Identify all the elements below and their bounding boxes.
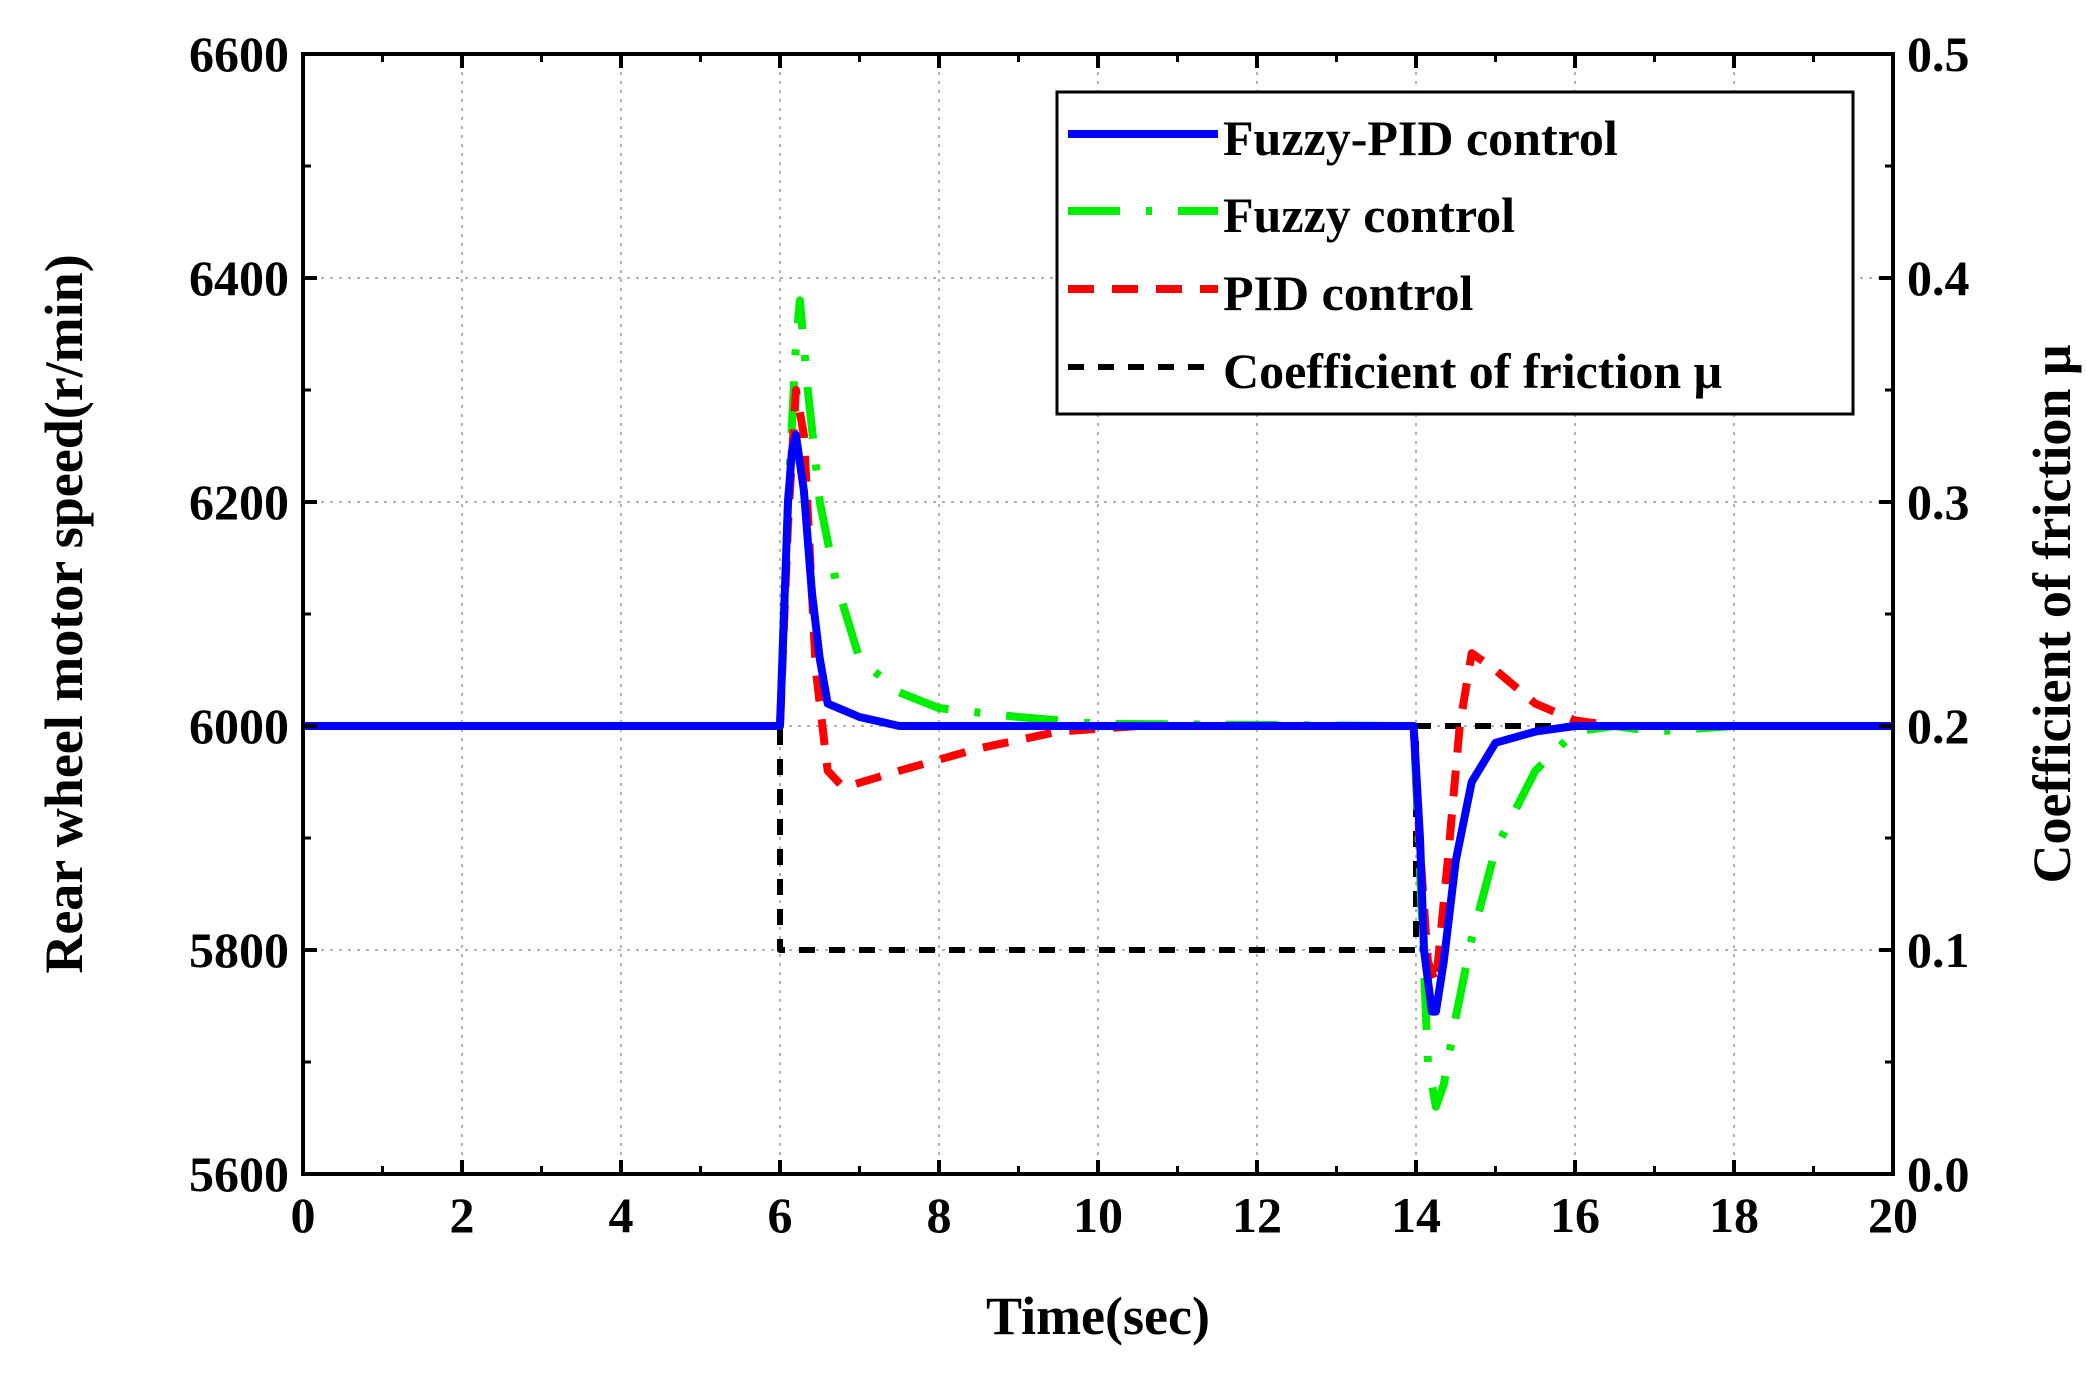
- legend-label-friction: Coefficient of friction μ: [1223, 343, 1722, 399]
- legend-label-fuzzy-pid: Fuzzy-PID control: [1223, 110, 1618, 166]
- y2-axis-title: Coefficient of friction μ: [2022, 345, 2082, 884]
- legend-label-fuzzy: Fuzzy control: [1223, 187, 1515, 243]
- series-fuzzy-line: [303, 296, 1893, 1111]
- axis-tick-labels: 0 2 4 6 8 10 12 14 16 18 20 5600 5800 6000 6200 6400 660…: [189, 26, 1970, 1243]
- legend-box: [1055, 90, 1855, 416]
- y-tick-label: 6000: [189, 698, 289, 754]
- x-tick-label: 12: [1232, 1187, 1282, 1243]
- x-axis-title: Time(sec): [986, 1286, 1210, 1346]
- y-tick-label: 5600: [189, 1146, 289, 1202]
- x-tick-label: 20: [1868, 1187, 1918, 1243]
- plot-series: [303, 296, 1893, 1111]
- y2-tick-label: 0.5: [1907, 26, 1970, 82]
- x-tick-label: 10: [1073, 1187, 1123, 1243]
- axis-ticks: [301, 52, 1895, 1176]
- y-tick-label: 6200: [189, 474, 289, 530]
- x-tick-label: 16: [1550, 1187, 1600, 1243]
- y-axis-title: Rear wheel motor speed(r/min): [34, 254, 94, 973]
- x-tick-label: 14: [1391, 1187, 1441, 1243]
- legend-label-pid: PID control: [1223, 265, 1474, 321]
- x-tick-label: 18: [1709, 1187, 1759, 1243]
- x-tick-label: 8: [927, 1187, 952, 1243]
- x-tick-label: 0: [291, 1187, 316, 1243]
- legend-samples: [1068, 130, 1218, 370]
- x-tick-label: 4: [609, 1187, 634, 1243]
- y2-tick-label: 0.3: [1907, 474, 1970, 530]
- x-tick-label: 6: [768, 1187, 793, 1243]
- series-pid-line: [303, 386, 1893, 988]
- y-tick-label: 5800: [189, 922, 289, 978]
- x-tick-label: 2: [450, 1187, 475, 1243]
- y2-tick-label: 0.4: [1907, 250, 1970, 306]
- y-tick-label: 6400: [189, 250, 289, 306]
- legend: Fuzzy-PID control Fuzzy control PID cont…: [1055, 90, 1855, 416]
- y2-tick-label: 0.2: [1907, 698, 1970, 754]
- y2-tick-label: 0.0: [1907, 1146, 1970, 1202]
- y2-tick-label: 0.1: [1907, 922, 1970, 978]
- series-fuzzy-pid-line: [303, 430, 1893, 1016]
- y-tick-label: 6600: [189, 26, 289, 82]
